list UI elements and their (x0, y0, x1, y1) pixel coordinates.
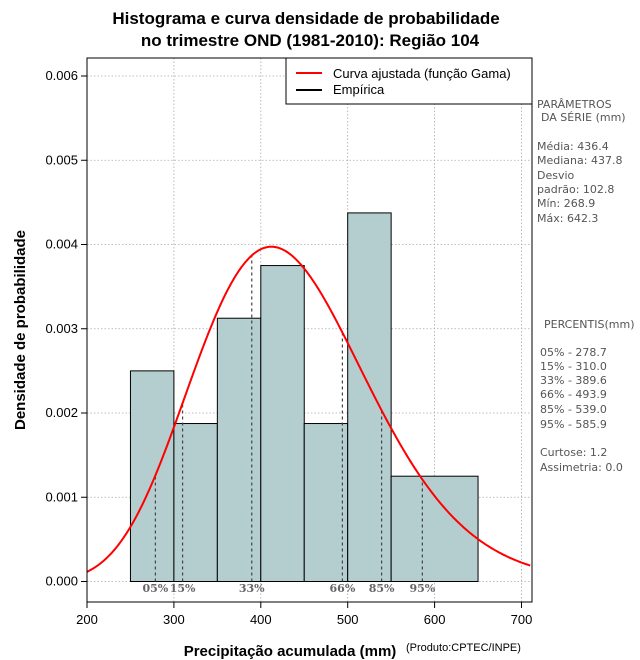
fitted-curve-layer (86, 245, 531, 573)
percentile-label: 85% (369, 582, 395, 595)
parameters-panel: PARÂMETROS DA SÉRIE (mm) Média: 436.4 Me… (537, 98, 626, 225)
x-tick-label: 200 (76, 612, 98, 627)
curtose: Curtose: 1.2 (540, 446, 607, 459)
percentil-95: 95% - 585.9 (540, 418, 607, 431)
percentis-title: PERCENTIS(mm) (544, 318, 635, 331)
percentil-66: 66% - 493.9 (540, 388, 607, 401)
params-title-2: DA SÉRIE (mm) (541, 111, 626, 124)
histogram-bar (216, 317, 262, 582)
percentil-33: 33% - 389.6 (540, 374, 607, 387)
histogram-bar (260, 265, 305, 582)
param-media: Média: 436.4 (537, 140, 609, 153)
y-tick-label: 0.001 (45, 489, 78, 504)
percentile-lines (154, 255, 423, 582)
x-tick-label: 300 (163, 612, 185, 627)
y-tick-label: 0.003 (45, 321, 78, 336)
param-min: Mín: 268.9 (537, 197, 595, 210)
param-desvio-2: padrão: 102.8 (537, 183, 614, 196)
assimetria: Assimetria: 0.0 (540, 461, 623, 474)
percentile-label: 33% (239, 582, 265, 595)
legend-label-empirical: Empírica (333, 82, 385, 97)
histogram-bar (129, 370, 175, 582)
x-axis-label: Precipitação acumulada (mm) (184, 643, 397, 660)
percentil-15: 15% - 310.0 (540, 360, 607, 373)
x-tick-label: 400 (250, 612, 272, 627)
credit-label: (Produto:CPTEC/INPE) (406, 642, 521, 654)
x-tick-label: 500 (337, 612, 359, 627)
percentile-label: 66% (330, 582, 356, 595)
percentil-85: 85% - 539.0 (540, 403, 607, 416)
percentile-label: 15% (170, 582, 196, 595)
fitted-curve (86, 245, 531, 573)
histogram-bar (390, 475, 479, 582)
param-mediana: Mediana: 437.8 (537, 154, 622, 167)
axes: 200 300 400 500 600 700 0.000 0.001 0.002 0.003 0.… (45, 68, 532, 627)
histogram-bars (129, 212, 479, 582)
histogram-bar (173, 423, 218, 582)
param-max: Máx: 642.3 (537, 212, 598, 225)
param-desvio-1: Desvio (537, 169, 575, 182)
histogram-bar (347, 212, 392, 582)
percentile-labels: 05% 15% 33% 66% 85% 95% (143, 582, 436, 595)
percentile-label: 05% (143, 582, 169, 595)
y-tick-label: 0.005 (45, 152, 78, 167)
y-tick-label: 0.006 (45, 68, 78, 83)
percentile-label: 95% (409, 582, 435, 595)
x-tick-label: 600 (424, 612, 446, 627)
x-tick-label: 700 (511, 612, 533, 627)
y-tick-label: 0.004 (45, 237, 78, 252)
chart-title: Histograma e curva densidade de probabil… (112, 9, 499, 28)
percentiles-panel: PERCENTIS(mm) 05% - 278.7 15% - 310.0 33… (540, 318, 635, 474)
percentil-05: 05% - 278.7 (540, 346, 607, 359)
chart-subtitle: no trimestre OND (1981-2010): Região 104 (141, 31, 480, 50)
y-axis-label: Densidade de probabilidade (12, 230, 29, 430)
legend-label-fitted: Curva ajustada (função Gama) (333, 66, 511, 81)
params-title-1: PARÂMETROS (537, 98, 612, 111)
legend: Curva ajustada (função Gama) Empírica (285, 57, 533, 105)
histogram-bar (303, 423, 349, 582)
y-tick-label: 0.000 (45, 574, 78, 589)
y-tick-label: 0.002 (45, 405, 78, 420)
legend-box (285, 57, 533, 105)
